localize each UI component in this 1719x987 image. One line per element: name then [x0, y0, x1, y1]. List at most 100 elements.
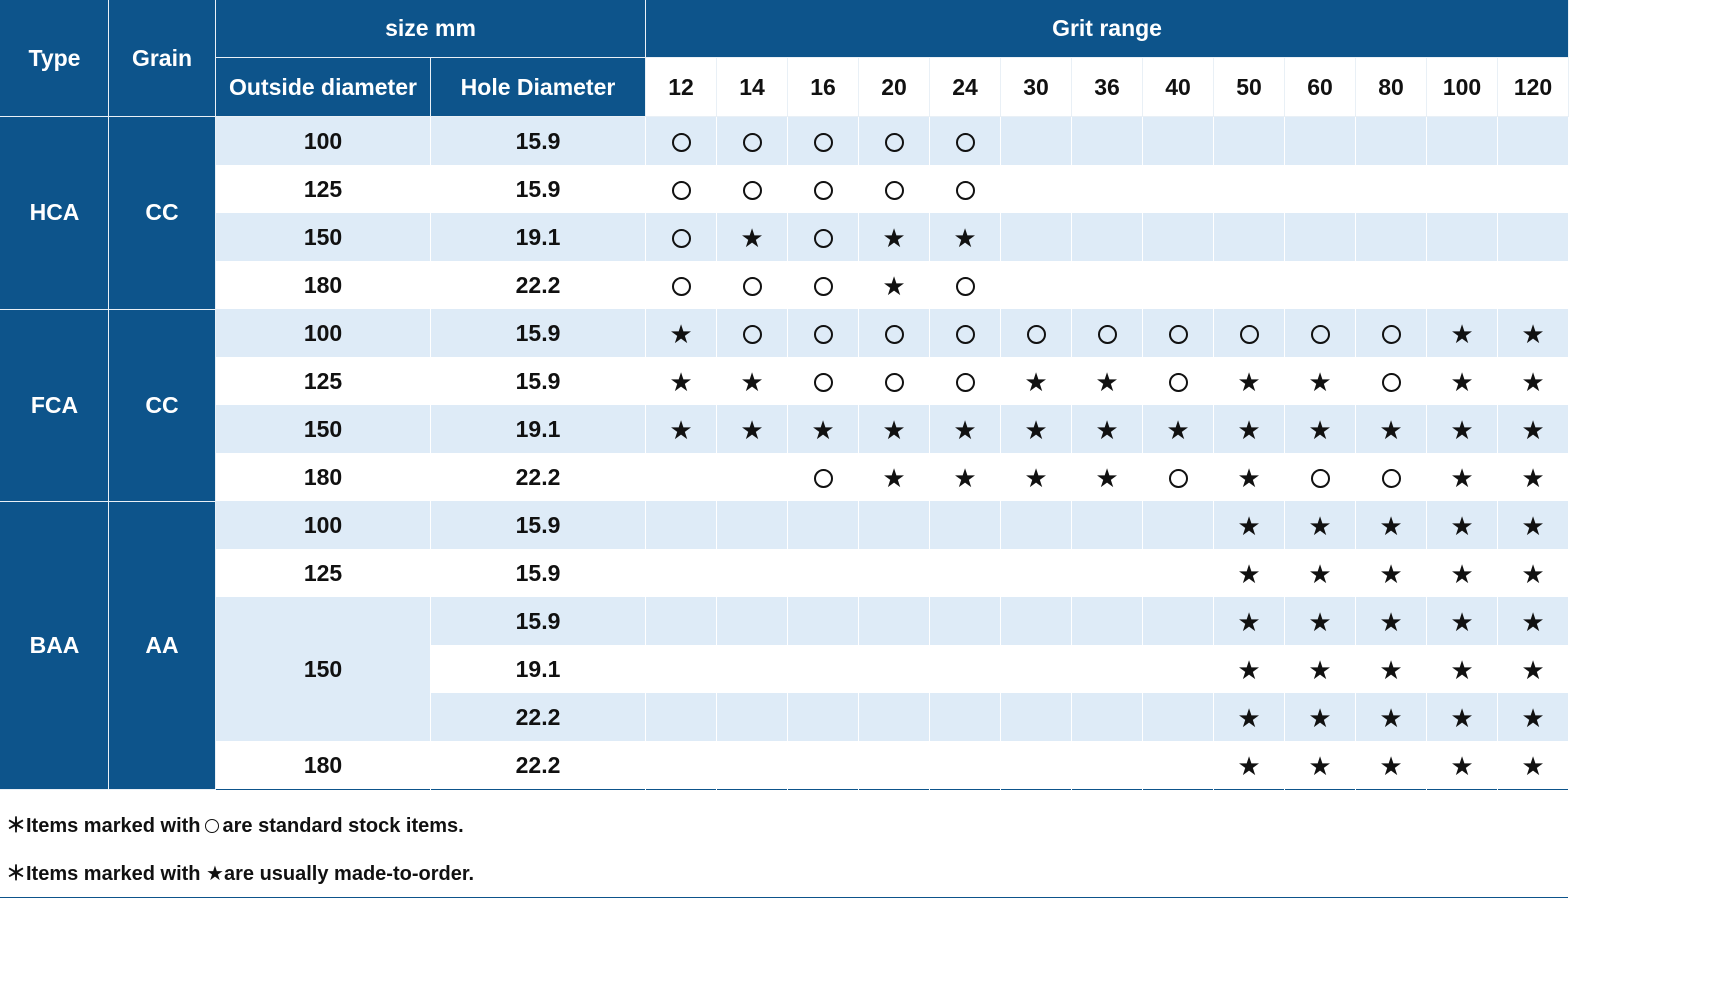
header-grit-16: 16: [787, 57, 860, 117]
grit-cell-30: [1000, 693, 1073, 741]
header-grit-14: 14: [716, 57, 789, 117]
grit-cell-14: [716, 165, 789, 213]
grit-cell-60: [1284, 309, 1357, 357]
grit-cell-14: [716, 309, 789, 357]
circle-icon: [1168, 468, 1188, 488]
star-icon: ★: [669, 366, 693, 397]
grit-cell-60: [1284, 213, 1357, 261]
grit-cell-24: [929, 693, 1002, 741]
type-cell: HCA: [0, 116, 109, 310]
grit-cell-50: [1213, 116, 1286, 165]
star-icon: ★: [1095, 462, 1119, 493]
grit-cell-16: [787, 645, 860, 693]
star-icon: ★: [1450, 414, 1474, 445]
star-icon: ★: [882, 222, 906, 253]
grain-cell: AA: [108, 501, 216, 790]
star-icon: ★: [1308, 702, 1332, 733]
grit-cell-14: [716, 453, 789, 501]
grit-cell-100: ★: [1426, 549, 1499, 597]
hole-diameter-cell: 15.9: [430, 357, 647, 405]
grit-cell-120: ★: [1497, 549, 1570, 597]
grit-cell-40: [1142, 453, 1215, 501]
star-icon: ★: [1237, 606, 1261, 637]
grit-cell-24: [929, 597, 1002, 645]
grit-cell-20: [858, 693, 931, 741]
star-icon: ★: [1521, 510, 1545, 541]
grit-cell-50: [1213, 213, 1286, 261]
grit-cell-60: [1284, 165, 1357, 213]
grit-cell-120: [1497, 116, 1570, 165]
star-icon: ★: [1379, 654, 1403, 685]
circle-icon: [1239, 324, 1259, 344]
grit-cell-14: [716, 501, 789, 549]
star-icon: ★: [1024, 414, 1048, 445]
star-icon: ★: [669, 318, 693, 349]
grit-cell-40: [1142, 116, 1215, 165]
grit-cell-30: [1000, 645, 1073, 693]
grit-cell-16: [787, 116, 860, 165]
grit-cell-60: [1284, 453, 1357, 501]
grit-cell-12: [645, 597, 718, 645]
grit-cell-60: ★: [1284, 645, 1357, 693]
grit-cell-40: [1142, 741, 1215, 790]
grit-cell-100: ★: [1426, 741, 1499, 790]
star-icon: ★: [953, 222, 977, 253]
star-icon: ★: [1237, 462, 1261, 493]
grit-cell-120: ★: [1497, 597, 1570, 645]
hole-diameter-cell: 22.2: [430, 693, 647, 741]
circle-icon: [1026, 324, 1046, 344]
grit-cell-40: [1142, 693, 1215, 741]
grit-cell-30: [1000, 597, 1073, 645]
grit-cell-80: ★: [1355, 645, 1428, 693]
header-grit-50: 50: [1213, 57, 1286, 117]
header-grit-30: 30: [1000, 57, 1073, 117]
grit-cell-12: ★: [645, 309, 718, 357]
grit-cell-120: ★: [1497, 741, 1570, 790]
outside-diameter-cell: 125: [215, 549, 431, 597]
grit-cell-30: [1000, 261, 1073, 309]
star-icon: ★: [1308, 558, 1332, 589]
grit-cell-50: ★: [1213, 645, 1286, 693]
star-icon: ★: [1450, 318, 1474, 349]
header-grit-20: 20: [858, 57, 931, 117]
table-row: 125 15.9 ★ ★ ★ ★ ★: [1, 549, 1570, 597]
outside-diameter-cell: 150: [215, 597, 431, 741]
star-icon: ★: [1237, 558, 1261, 589]
star-icon: ★: [1237, 702, 1261, 733]
grit-cell-60: [1284, 116, 1357, 165]
star-icon: ★: [1521, 702, 1545, 733]
grit-cell-30: [1000, 549, 1073, 597]
grit-cell-30: [1000, 309, 1073, 357]
star-icon: ★: [1237, 366, 1261, 397]
grit-cell-36: ★: [1071, 453, 1144, 501]
header-grain: Grain: [108, 0, 216, 117]
star-icon: ★: [1237, 414, 1261, 445]
grit-cell-20: [858, 165, 931, 213]
hole-diameter-cell: 15.9: [430, 116, 647, 165]
grit-cell-24: [929, 261, 1002, 309]
star-icon: ★: [669, 414, 693, 445]
grit-cell-20: [858, 597, 931, 645]
circle-icon: [742, 324, 762, 344]
grit-cell-100: ★: [1426, 405, 1499, 453]
header-hole-diameter: Hole Diameter: [430, 57, 647, 117]
grit-range-table-container: Type Grain size mm Grit range Outside di…: [0, 0, 1570, 790]
hole-diameter-cell: 19.1: [430, 405, 647, 453]
grit-cell-16: [787, 213, 860, 261]
star-icon: ★: [1450, 606, 1474, 637]
outside-diameter-cell: 150: [215, 405, 431, 453]
grit-cell-36: [1071, 116, 1144, 165]
grit-cell-36: ★: [1071, 357, 1144, 405]
grit-cell-36: [1071, 309, 1144, 357]
outside-diameter-cell: 180: [215, 741, 431, 790]
grit-cell-14: [716, 645, 789, 693]
header-grit-40: 40: [1142, 57, 1215, 117]
circle-icon: [671, 180, 691, 200]
grit-cell-14: [716, 261, 789, 309]
grit-cell-80: ★: [1355, 741, 1428, 790]
star-icon: ★: [740, 222, 764, 253]
grit-cell-36: [1071, 597, 1144, 645]
grit-cell-24: [929, 645, 1002, 693]
outside-diameter-cell: 180: [215, 453, 431, 501]
star-icon: ★: [1308, 510, 1332, 541]
